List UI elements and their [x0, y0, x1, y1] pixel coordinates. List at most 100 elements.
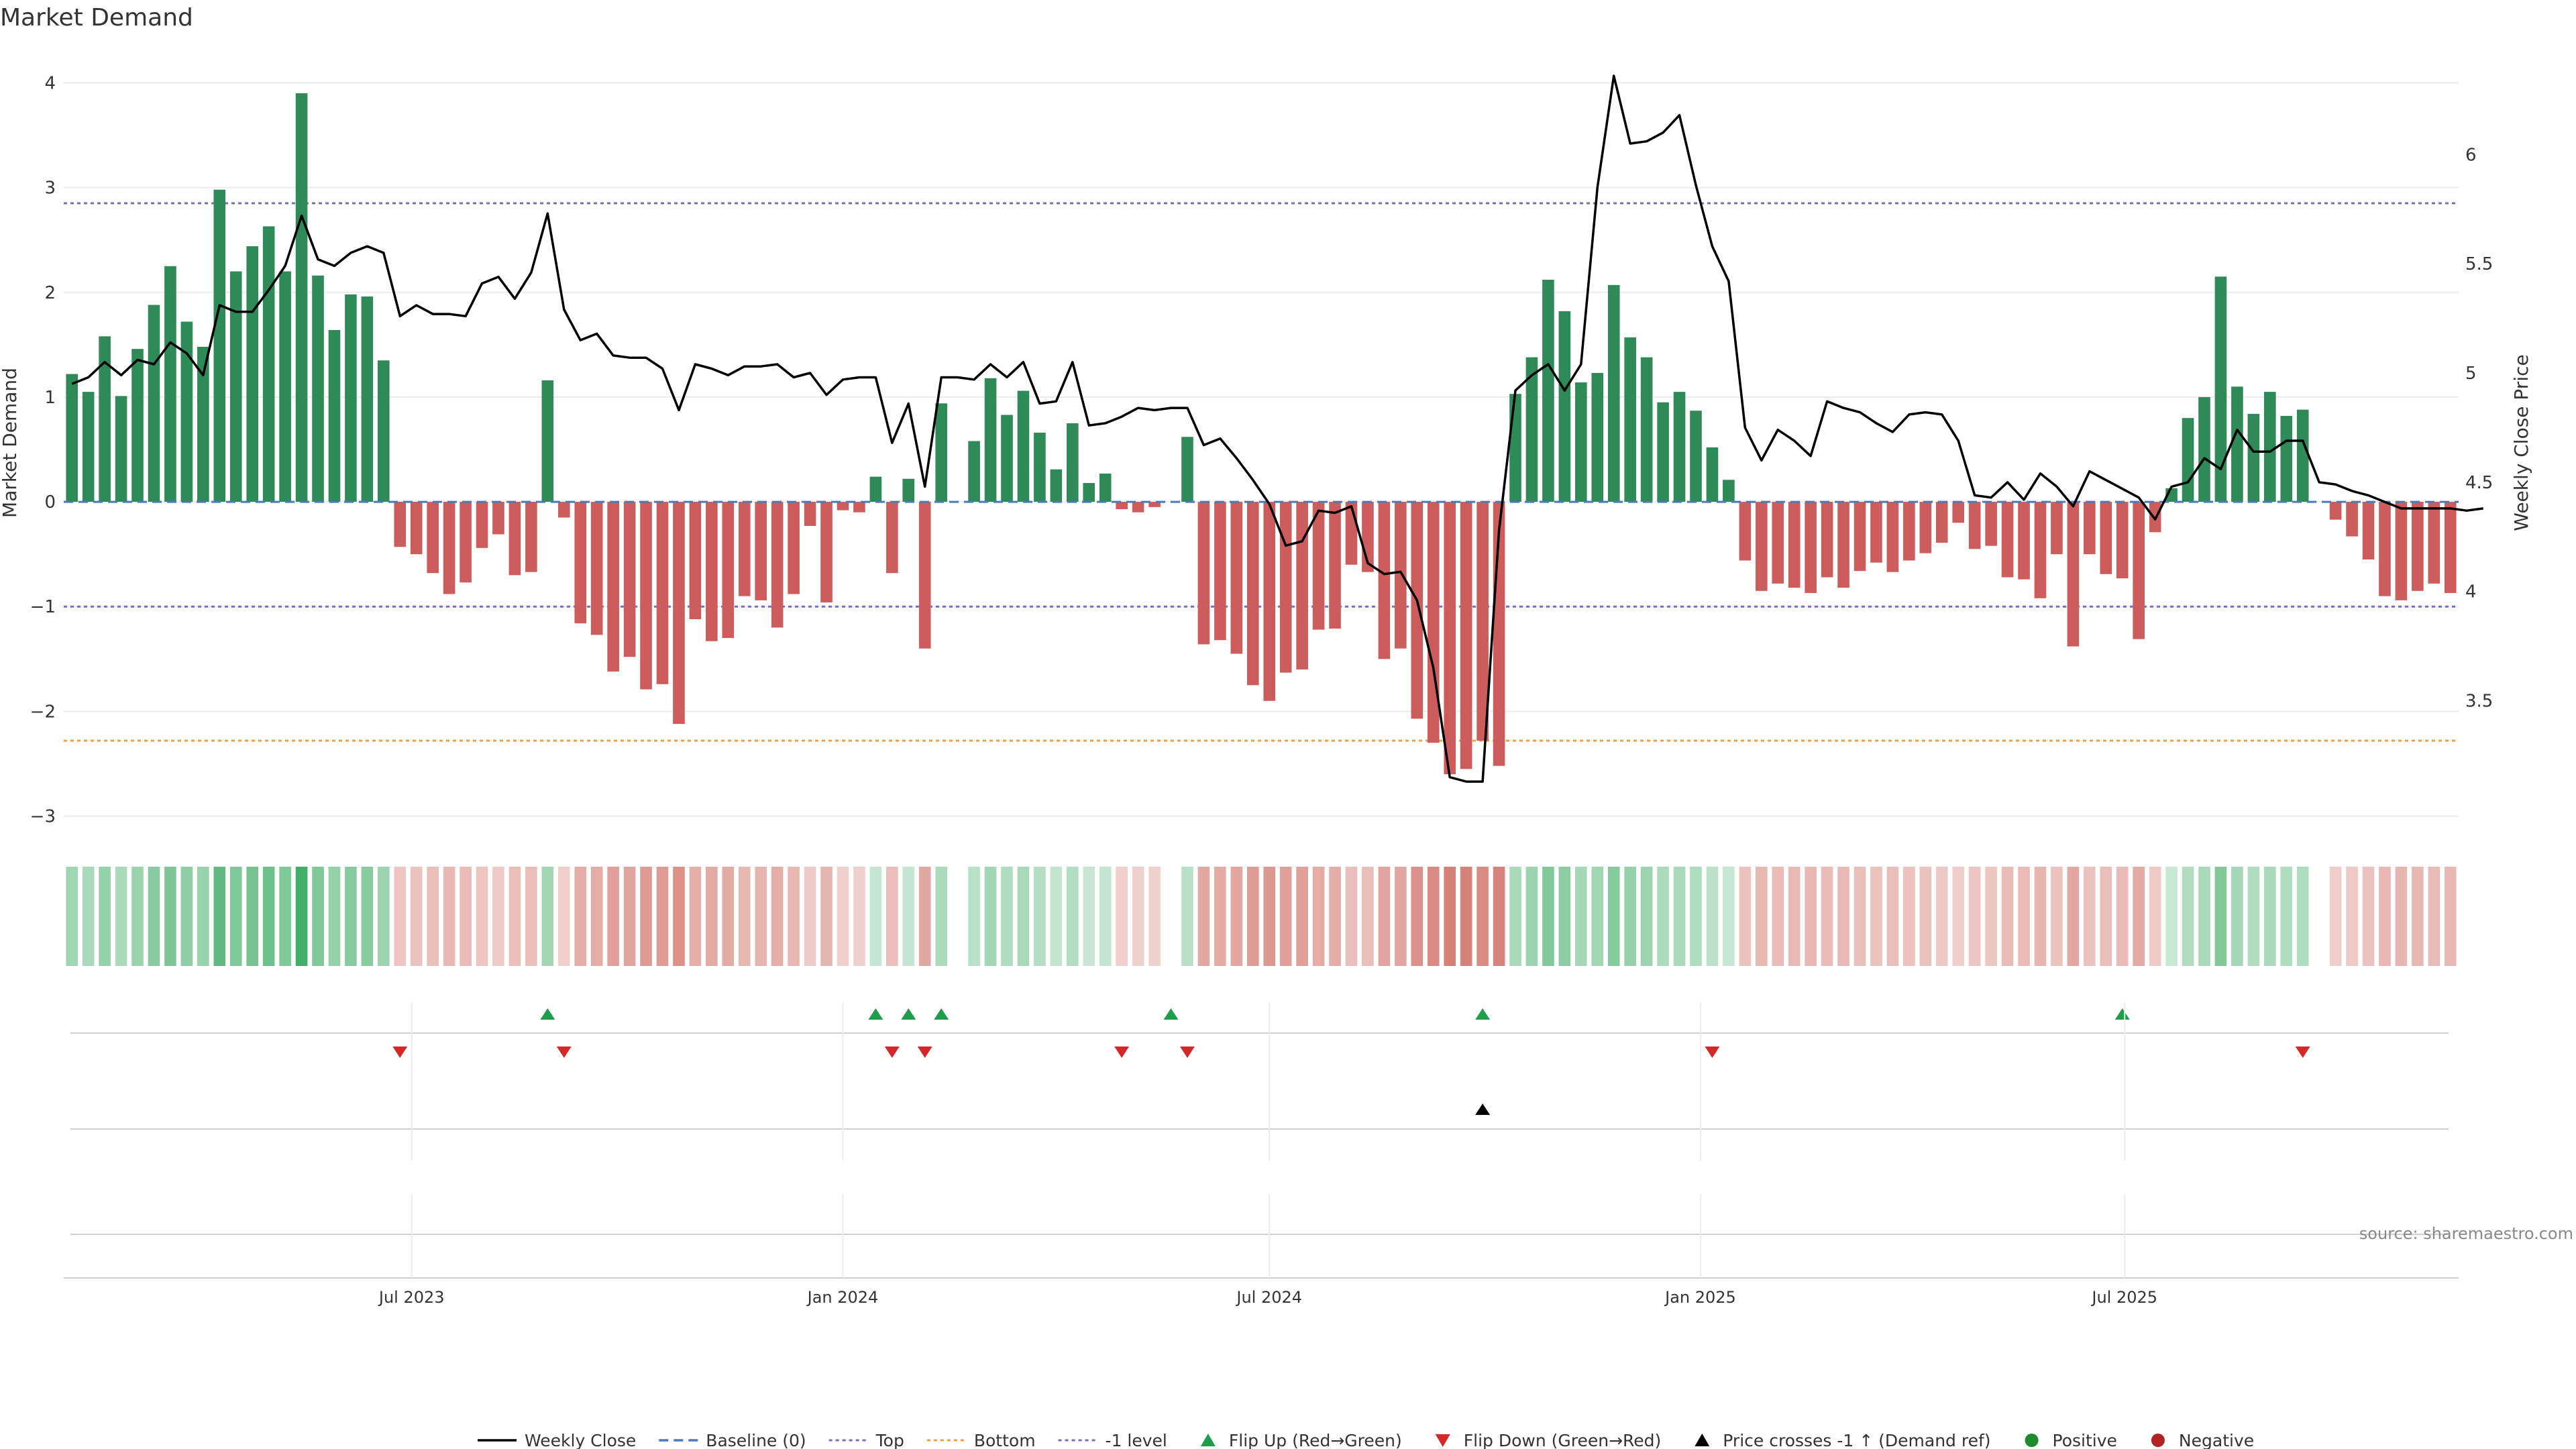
demand-bar — [837, 502, 849, 511]
demand-strip-cell — [361, 867, 374, 966]
demand-strip-cell — [2412, 867, 2424, 966]
right-tick-label: 5.5 — [2465, 254, 2493, 274]
demand-bar — [378, 360, 390, 502]
demand-strip-cell — [2379, 867, 2391, 966]
demand-strip-cell — [2362, 867, 2375, 966]
demand-strip-cell — [180, 867, 193, 966]
demand-strip-cell — [1378, 867, 1391, 966]
demand-bar — [590, 502, 603, 635]
demand-bar — [1116, 502, 1128, 510]
demand-strip-cell — [1477, 867, 1489, 966]
demand-bar — [1181, 437, 1193, 502]
demand-bars — [64, 93, 2459, 775]
demand-strip-cell — [2329, 867, 2342, 966]
demand-strip-cell — [984, 867, 997, 966]
right-tick-label: 3.5 — [2465, 692, 2493, 712]
demand-bar — [1870, 502, 1882, 563]
demand-bar — [1624, 337, 1636, 502]
demand-bar — [394, 502, 407, 547]
legend-label: Price crosses -1 ↑ (Demand ref) — [1723, 1431, 1990, 1449]
demand-strip-cell — [1739, 867, 1752, 966]
demand-strip-cell — [689, 867, 702, 966]
demand-bar — [886, 502, 898, 574]
demand-bar — [1197, 502, 1210, 645]
demand-strip-cell — [1132, 867, 1144, 966]
demand-strip-cell — [197, 867, 209, 966]
demand-strip-cell — [1690, 867, 1702, 966]
demand-strip-cell — [410, 867, 423, 966]
demand-strip-cell — [1395, 867, 1407, 966]
demand-bar — [229, 271, 242, 502]
demand-bar — [1444, 502, 1456, 775]
x-tick-label: Jul 2024 — [1235, 1288, 1302, 1307]
demand-strip-cell — [476, 867, 488, 966]
legend-label: Baseline (0) — [706, 1431, 806, 1449]
demand-bar — [656, 502, 669, 684]
demand-strip-cell — [2231, 867, 2243, 966]
flip-up-marker — [934, 1008, 949, 1020]
demand-bar — [1706, 447, 1719, 502]
demand-bar — [1854, 502, 1866, 572]
demand-bar — [1903, 502, 1915, 561]
demand-bar — [607, 502, 619, 672]
demand-bar — [2214, 276, 2227, 502]
demand-bar — [1411, 502, 1424, 719]
legend-label: -1 level — [1106, 1431, 1167, 1449]
demand-bar — [706, 502, 718, 641]
demand-strip-cell — [1427, 867, 1440, 966]
demand-bar — [1837, 502, 1849, 588]
demand-bar — [2116, 502, 2129, 579]
demand-strip-cell — [1296, 867, 1308, 966]
demand-strip-cell — [213, 867, 226, 966]
demand-bar — [2100, 502, 2112, 574]
demand-bar — [820, 502, 833, 602]
demand-strip-cell — [607, 867, 619, 966]
demand-strip-cell — [2247, 867, 2260, 966]
demand-strip-cell — [148, 867, 160, 966]
flip-up-marker — [1475, 1008, 1491, 1020]
left-tick-label: 4 — [44, 73, 56, 93]
demand-bar — [623, 502, 636, 657]
demand-bar — [2280, 416, 2293, 502]
demand-bar — [689, 502, 702, 619]
demand-strip-cell — [99, 867, 111, 966]
demand-bar — [1312, 502, 1325, 630]
demand-strip-cell — [820, 867, 833, 966]
demand-bar — [804, 502, 816, 526]
flip-down-marker — [2295, 1046, 2310, 1058]
demand-bar — [82, 392, 95, 502]
demand-bar — [279, 271, 291, 502]
demand-bar — [673, 502, 685, 724]
left-tick-label: 3 — [44, 178, 56, 199]
demand-strip-cell — [1263, 867, 1276, 966]
demand-bar — [1673, 392, 1686, 502]
demand-strip-cell — [2428, 867, 2440, 966]
legend-label: Flip Up (Red→Green) — [1229, 1431, 1402, 1449]
right-tick-label: 6 — [2465, 145, 2477, 165]
demand-bar — [722, 502, 735, 639]
demand-strip-cell — [1329, 867, 1341, 966]
demand-bar — [1329, 502, 1341, 629]
demand-strip-cell — [1493, 867, 1505, 966]
demand-strip-cell — [394, 867, 407, 966]
demand-strip-cell — [1788, 867, 1801, 966]
demand-strip-cell — [2346, 867, 2358, 966]
demand-strip-cell — [590, 867, 603, 966]
demand-strip-cell — [279, 867, 291, 966]
demand-strip-cell — [706, 867, 718, 966]
demand-bar — [574, 502, 587, 624]
demand-bar — [131, 349, 144, 502]
demand-strip-cell — [574, 867, 587, 966]
demand-bar — [115, 396, 127, 502]
demand-bar — [1083, 482, 1095, 502]
demand-strip-cell — [328, 867, 341, 966]
demand-bar — [1050, 469, 1063, 502]
left-axis-label: Market Demand — [0, 368, 21, 518]
demand-strip-cell — [2067, 867, 2080, 966]
demand-bar — [1591, 373, 1604, 502]
demand-bar — [2001, 502, 2014, 578]
demand-strip-cell — [1723, 867, 1735, 966]
demand-bar — [262, 226, 275, 502]
demand-bar — [1230, 502, 1243, 654]
demand-strip-cell — [2133, 867, 2145, 966]
